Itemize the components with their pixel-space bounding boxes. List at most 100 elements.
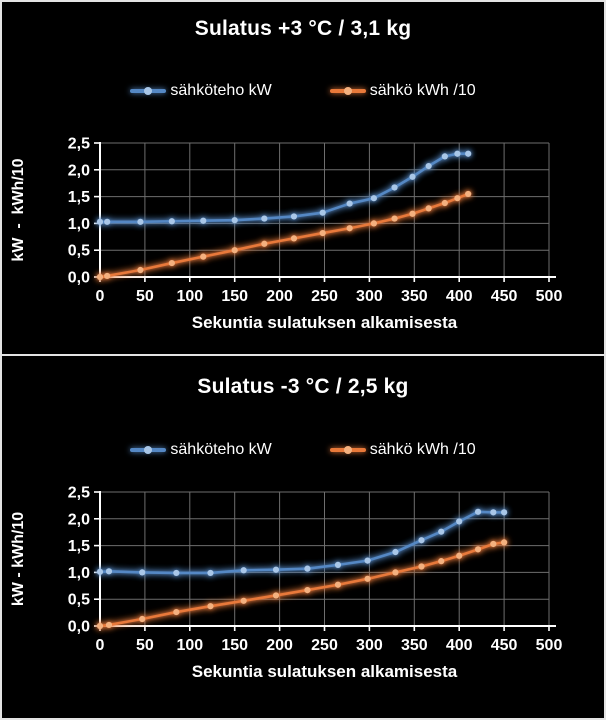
data-point-marker (168, 218, 175, 225)
data-point-marker (319, 209, 326, 216)
data-point-marker (290, 235, 298, 242)
y-tick-label: 1,0 (68, 216, 90, 233)
y-tick-labels: 0,0 0,5 1,0 1,5 2,0 2,5 (68, 485, 90, 636)
data-point-marker (304, 565, 311, 572)
x-tick-label: 100 (176, 288, 203, 305)
data-point-marker (474, 546, 482, 553)
data-point-marker (173, 608, 180, 616)
legend-marker-icon (144, 87, 153, 95)
chart-panel-top: Sulatus +3 °C / 3,1 kg sähköteho kW sähk… (0, 0, 606, 356)
legend-line-icon (329, 446, 366, 454)
data-point-marker (456, 552, 463, 559)
x-tick-label: 300 (356, 288, 383, 305)
gridlines (100, 142, 550, 277)
data-point-marker (207, 603, 214, 610)
x-tick-label: 500 (536, 288, 563, 305)
data-point-marker (96, 568, 104, 575)
data-point-marker (425, 162, 432, 170)
data-point-marker (137, 266, 144, 274)
series-line (98, 510, 506, 575)
data-point-marker (438, 558, 445, 565)
y-tick-label: 2,0 (68, 511, 90, 528)
data-point-marker (334, 581, 342, 588)
data-point-marker (474, 508, 482, 515)
series-line (98, 541, 506, 628)
data-point-marker (240, 597, 247, 604)
x-tick-label: 300 (356, 637, 383, 654)
data-point-marker (105, 568, 113, 575)
x-tick-label: 200 (266, 637, 293, 654)
y-tick-label: 0,5 (68, 243, 90, 260)
legend-item-sahko-kwh: sähkö kWh /10 (329, 82, 476, 100)
y-tick-label: 0,5 (68, 592, 90, 609)
data-point-marker (168, 259, 175, 267)
x-tick-label: 500 (536, 637, 563, 654)
data-point-marker (272, 566, 280, 573)
series-kw (96, 508, 508, 577)
x-tick-label: 450 (491, 288, 518, 305)
legend-label: sähkö kWh /10 (369, 82, 476, 99)
x-tick-label: 250 (311, 637, 338, 654)
data-point-marker (96, 622, 104, 630)
data-point-marker (231, 247, 238, 254)
data-point-marker (490, 509, 497, 516)
chart-panel-bottom: Sulatus -3 °C / 2,5 kg sähköteho kW sähk… (0, 356, 606, 720)
y-tick-label: 0,0 (68, 270, 90, 287)
series-kwh (96, 190, 472, 281)
legend-item-sahko-kwh: sähkö kWh /10 (329, 441, 476, 459)
plot-area: 0 50 100 150 200 250 300 350 400 450 500 0,0 0,5 1,0 1… (10, 136, 563, 333)
data-point-marker (409, 173, 416, 180)
y-axis-title: kW - kWh/10 (10, 158, 27, 261)
legend-label: sähkö kWh /10 (369, 441, 476, 458)
legend: sähköteho kW sähkö kWh /10 (2, 81, 604, 101)
data-point-marker (438, 528, 445, 535)
y-tick-label: 2,5 (68, 485, 90, 502)
x-tick-label: 150 (221, 288, 248, 305)
data-point-marker (391, 215, 398, 222)
x-tick-label: 200 (266, 288, 293, 305)
legend-label: sähköteho kW (170, 82, 272, 99)
data-point-marker (425, 205, 432, 212)
legend-marker-icon (343, 446, 352, 454)
x-tick-label: 0 (96, 288, 105, 305)
data-point-marker (418, 537, 425, 544)
data-point-marker (441, 199, 448, 207)
data-point-marker (456, 518, 463, 525)
data-point-marker (319, 229, 326, 237)
y-tick-label: 0,0 (68, 619, 90, 636)
legend-line-icon (130, 446, 167, 454)
data-point-marker (418, 563, 425, 570)
legend-label: sähköteho kW (170, 441, 272, 458)
data-point-marker (465, 150, 472, 157)
data-point-marker (173, 569, 180, 577)
data-point-marker (105, 621, 113, 629)
x-tick-label: 400 (446, 288, 473, 305)
data-point-marker (261, 215, 268, 222)
y-tick-label: 1,5 (68, 538, 90, 555)
data-point-marker (370, 195, 377, 202)
y-tick-labels: 0,0 0,5 1,0 1,5 2,0 2,5 (68, 136, 90, 287)
data-point-marker (441, 153, 448, 160)
data-point-marker (261, 240, 268, 247)
y-tick-label: 1,5 (68, 189, 90, 206)
x-tick-label: 0 (96, 637, 105, 654)
data-point-marker (96, 218, 104, 225)
data-point-marker (104, 272, 111, 280)
x-tick-label: 50 (136, 637, 154, 654)
y-tick-label: 1,0 (68, 565, 90, 582)
data-point-marker (104, 218, 111, 225)
data-point-marker (364, 557, 371, 564)
data-point-marker (137, 218, 144, 225)
data-point-marker (304, 586, 311, 594)
x-tick-labels: 0 50 100 150 200 250 300 350 400 450 500 (96, 637, 563, 654)
data-point-marker (139, 615, 146, 623)
data-point-marker (231, 217, 238, 224)
data-point-marker (364, 575, 371, 582)
x-tick-label: 400 (446, 637, 473, 654)
series-kwh (96, 539, 508, 630)
legend-marker-icon (343, 87, 352, 95)
x-tick-label: 50 (136, 288, 154, 305)
data-point-marker (139, 569, 146, 576)
data-point-marker (465, 190, 472, 198)
legend-line-icon (130, 87, 167, 95)
